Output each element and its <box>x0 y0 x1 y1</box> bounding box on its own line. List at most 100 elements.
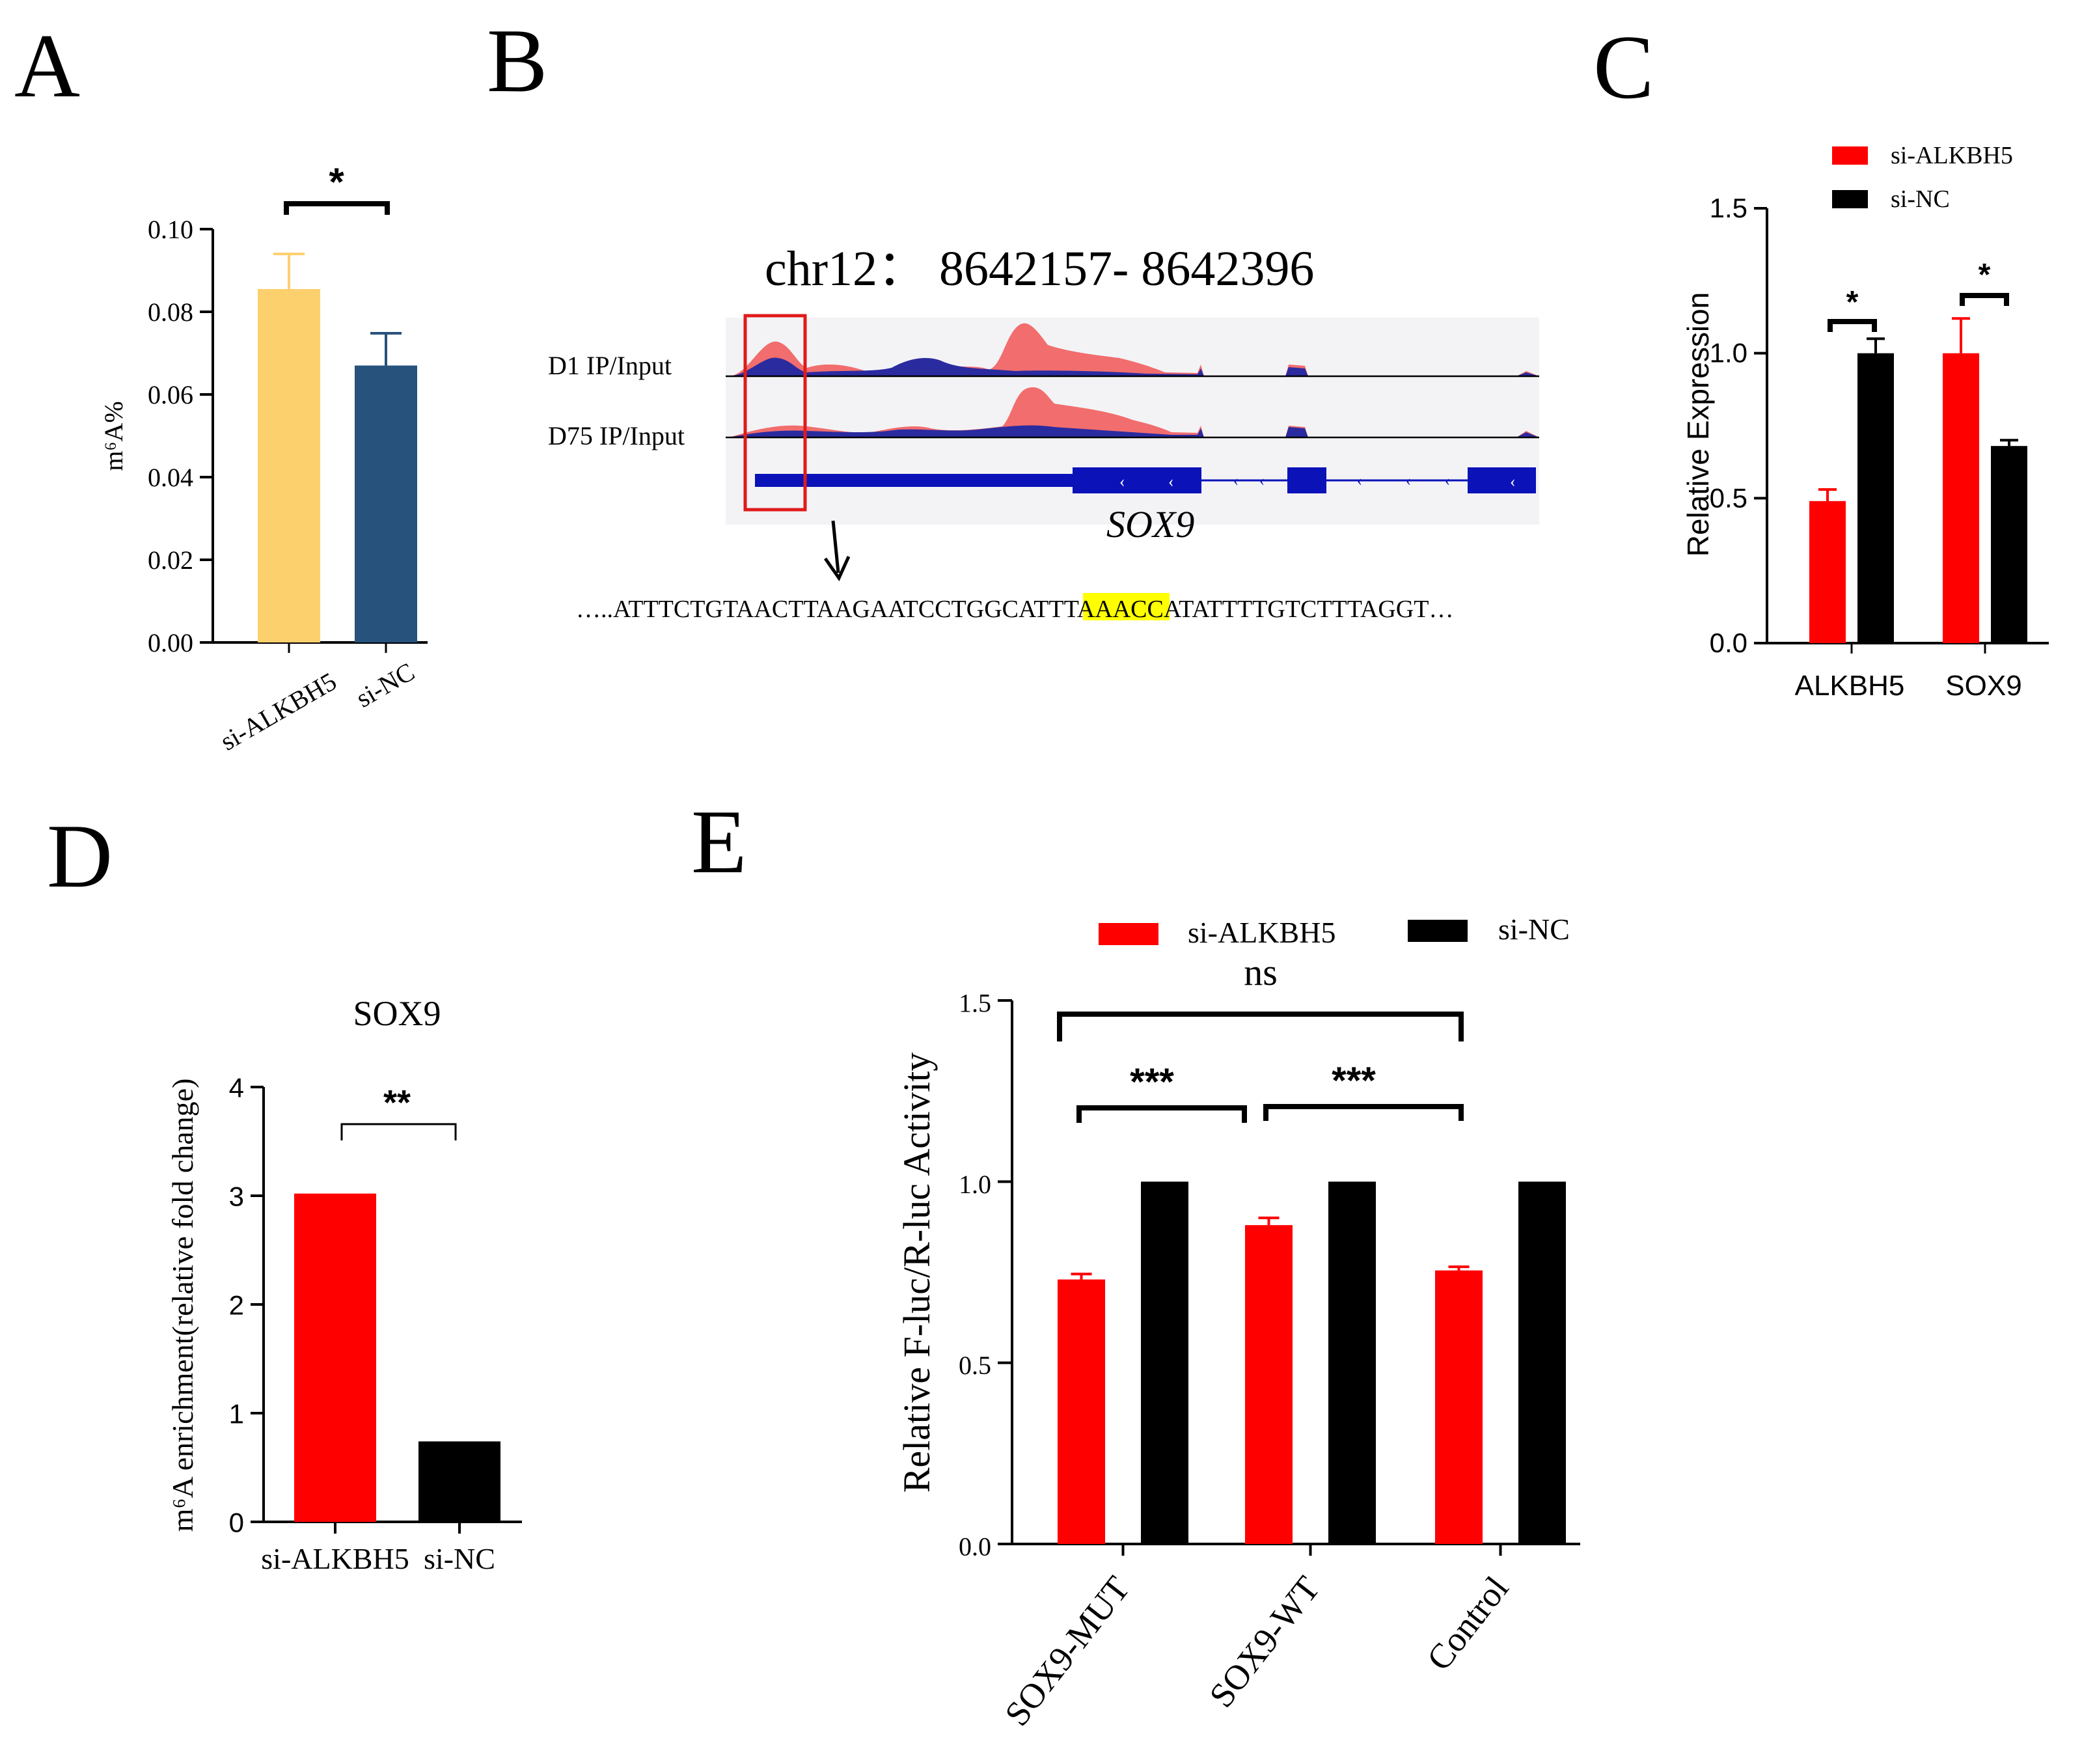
panel-c-bar <box>1809 501 1846 643</box>
panel-b-d1-input-track <box>729 357 1539 376</box>
panel-a-xtick-label: si-ALKBH5 <box>215 667 342 756</box>
panel-c-sig-label: * <box>1846 285 1859 320</box>
panel-a-ytick-label: 0.10 <box>148 215 193 244</box>
panel-d-ytick-label: 3 <box>229 1181 244 1211</box>
panel-b-sequence: …..ATTTCTGTAACTTAAGAATCCTGGCATTTAAACCATA… <box>576 596 1453 623</box>
panel-a-chart: 0.000.020.040.060.080.10 m⁶A% si-ALKBH5 … <box>99 160 428 756</box>
panel-b-gene-exon <box>1287 467 1326 493</box>
panel-b-arrow <box>831 520 840 573</box>
panel-e-sig-label: ns <box>1244 951 1278 993</box>
panel-b-sequence-before: …..ATTTCTGTAACTTAAGAATCCTGGCATTT <box>576 596 1079 623</box>
panel-b-sequence-motif: AAACC <box>1077 596 1164 623</box>
panel-b-strand-arrow: ‹ <box>1510 472 1516 491</box>
panel-b-strand-arrow: ‹ <box>1259 473 1265 489</box>
panel-d-ytick-label: 4 <box>229 1072 244 1103</box>
panel-d-bar <box>294 1193 376 1522</box>
panel-letter-a: A <box>14 16 80 117</box>
panel-c-chart: si-ALKBH5 si-NC 0.0 0.5 1.0 1.5 Relative Ex… <box>1681 142 2049 702</box>
panel-e-sig-bracket <box>1076 1105 1247 1123</box>
panel-b-track-label: D1 IP/Input <box>548 351 672 380</box>
panel-a-bar <box>355 365 417 642</box>
panel-e-legend-swatch <box>1099 923 1158 945</box>
panel-c-ytick-label: 1.0 <box>1710 338 1747 368</box>
panel-b-d1-ip-track <box>729 323 1539 376</box>
panel-c-legend-label: si-ALKBH5 <box>1891 142 2013 169</box>
panel-e-bar <box>1058 1279 1105 1544</box>
panel-letter-b: B <box>487 10 547 111</box>
panel-e-sig-bracket <box>1263 1104 1464 1121</box>
panel-a-ytick-label: 0.08 <box>148 297 193 327</box>
panel-d-xtick-label: si-NC <box>424 1542 495 1575</box>
panel-b-highlight-box <box>743 314 807 512</box>
panel-b-gene-exon <box>1073 467 1201 493</box>
panel-b-d75-input-track <box>729 425 1539 437</box>
panel-c-xtick-label: SOX9 <box>1945 670 2021 702</box>
panel-c-sig-bracket <box>1960 293 2009 306</box>
panel-e-bar <box>1328 1181 1376 1544</box>
panel-b-strand-arrow: ‹ <box>1168 472 1174 491</box>
panel-e-legend-swatch <box>1408 920 1468 942</box>
panel-c-legend-swatch <box>1832 190 1868 208</box>
panel-b-strand-arrow: ‹ <box>1445 473 1450 489</box>
panel-c-ytick-label: 0.0 <box>1710 627 1747 658</box>
panel-a-sig-label: * <box>329 160 344 204</box>
panel-a-ytick-label: 0.02 <box>148 545 193 575</box>
panel-c-sig-bracket <box>1828 319 1877 332</box>
panel-a-xtick-label: si-NC <box>351 657 419 713</box>
panel-letter-d: D <box>47 806 113 907</box>
panel-e-xtick-label: SOX9-WT <box>1201 1569 1327 1715</box>
panel-c-legend-swatch <box>1832 146 1868 165</box>
panel-e-xtick-label: SOX9-MUT <box>997 1569 1137 1733</box>
panel-c-bar <box>1991 446 2027 643</box>
panel-b-gene-label: SOX9 <box>1106 503 1194 545</box>
panel-b-sequence-after: ATATTTTGTCTTTAGGT… <box>1164 596 1454 623</box>
panel-e-bar <box>1245 1225 1293 1544</box>
panel-b-genome-track: chr12： 8642157- 8642396 D1 IP/Input D75 … <box>548 241 1539 623</box>
panel-letter-e: E <box>691 792 747 892</box>
panel-c-ytick-label: 0.5 <box>1710 482 1747 513</box>
panel-b-title: chr12： 8642157- 8642396 <box>765 241 1314 296</box>
panel-e-chart: si-ALKBH5 si-NC 0.0 0.5 1.0 1.5 Relative F-… <box>896 913 1580 1733</box>
panel-b-strand-arrow: ‹ <box>1406 473 1411 489</box>
panel-a-ytick-label: 0.04 <box>148 463 193 492</box>
panel-a-ytick-label: 0.06 <box>148 380 193 409</box>
panel-c-ytick-label: 1.5 <box>1710 193 1747 223</box>
panel-d-sig-bracket <box>340 1123 457 1140</box>
panel-e-bar <box>1141 1181 1188 1544</box>
panel-e-ytick-label: 0.5 <box>959 1351 991 1380</box>
panel-d-xtick-label: si-ALKBH5 <box>261 1542 409 1575</box>
panel-c-y-label: Relative Expression <box>1681 292 1715 557</box>
panel-e-sig-bracket <box>1057 1012 1464 1041</box>
panel-b-motif-highlight <box>1083 593 1170 620</box>
panel-e-y-label: Relative F-luc/R-luc Activity <box>896 1053 938 1493</box>
panel-c-xtick-label: ALKBH5 <box>1795 670 1905 702</box>
panel-d-sig-label: ** <box>383 1083 411 1122</box>
panel-e-legend-label: si-ALKBH5 <box>1188 916 1335 949</box>
panel-b-gene-exon <box>1468 467 1536 493</box>
panel-a-ytick-label: 0.00 <box>148 628 193 657</box>
panel-a-y-label: m⁶A% <box>99 401 128 471</box>
panel-d-chart: SOX9 0 1 2 3 4 m⁶A enrichment(relative fold … <box>166 994 522 1575</box>
panel-d-bar <box>418 1441 500 1522</box>
panel-c-sig-label: * <box>1979 258 1991 292</box>
panel-c-legend-label: si-NC <box>1891 186 1950 213</box>
panel-e-sig-label: *** <box>1130 1061 1174 1103</box>
panel-e-sig-label: *** <box>1332 1060 1376 1102</box>
panel-letter-c: C <box>1593 17 1654 118</box>
panel-e-bar <box>1435 1270 1483 1544</box>
panel-b-strand-arrow: ‹ <box>1357 473 1362 489</box>
panel-c-bar <box>1943 353 1979 643</box>
panel-e-ytick-label: 0.0 <box>959 1532 991 1562</box>
panel-d-ytick-label: 0 <box>229 1507 244 1537</box>
panel-e-bar <box>1518 1181 1566 1544</box>
panel-b-gene-utr <box>755 474 1074 487</box>
panel-d-title: SOX9 <box>353 994 441 1033</box>
panel-c-bar <box>1857 353 1894 643</box>
panel-a-bar <box>258 289 320 642</box>
panel-e-legend-label: si-NC <box>1498 913 1570 946</box>
panel-d-ytick-label: 2 <box>229 1289 244 1320</box>
panel-b-strand-arrow: ‹ <box>1233 473 1239 489</box>
panel-e-ytick-label: 1.0 <box>959 1170 991 1199</box>
panel-b-track-label: D75 IP/Input <box>548 421 685 450</box>
